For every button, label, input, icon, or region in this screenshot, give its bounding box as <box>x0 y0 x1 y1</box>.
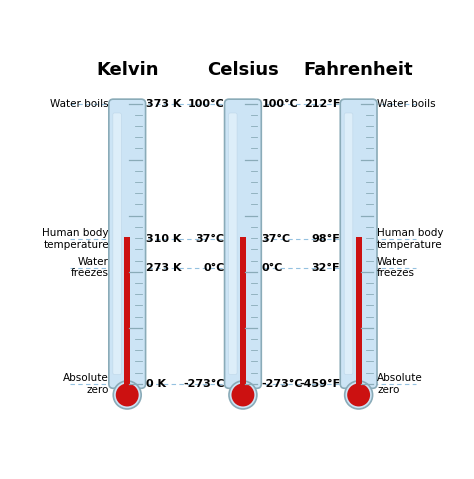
Text: 98°F: 98°F <box>311 234 340 244</box>
Text: Kelvin: Kelvin <box>96 61 158 80</box>
Text: -273°C: -273°C <box>183 379 225 389</box>
Text: -273°C: -273°C <box>261 379 303 389</box>
Text: Human body
temperature: Human body temperature <box>377 228 444 250</box>
Text: 212°F: 212°F <box>304 99 340 109</box>
Text: Water boils: Water boils <box>50 99 109 109</box>
Text: 37°C: 37°C <box>195 234 225 244</box>
Text: 0°C: 0°C <box>203 262 225 273</box>
Text: Water
freezes: Water freezes <box>377 257 415 278</box>
FancyBboxPatch shape <box>225 99 261 388</box>
Circle shape <box>345 381 373 409</box>
Text: Water
freezes: Water freezes <box>71 257 109 278</box>
Bar <box>124 237 130 386</box>
Bar <box>240 237 246 386</box>
Text: Fahrenheit: Fahrenheit <box>304 61 413 80</box>
Circle shape <box>229 381 257 409</box>
FancyBboxPatch shape <box>113 113 121 375</box>
Circle shape <box>231 384 255 407</box>
Circle shape <box>347 384 370 407</box>
Text: 373 K: 373 K <box>146 99 181 109</box>
Bar <box>356 237 362 386</box>
Text: 100°C: 100°C <box>188 99 225 109</box>
Circle shape <box>113 381 141 409</box>
Text: 32°F: 32°F <box>312 262 340 273</box>
Text: 0 K: 0 K <box>146 379 165 389</box>
FancyBboxPatch shape <box>340 99 377 388</box>
FancyBboxPatch shape <box>228 113 237 375</box>
FancyBboxPatch shape <box>344 113 353 375</box>
Circle shape <box>116 384 139 407</box>
Text: Human body
temperature: Human body temperature <box>42 228 109 250</box>
FancyBboxPatch shape <box>109 99 146 388</box>
Text: Absolute
zero: Absolute zero <box>63 373 109 395</box>
Text: Absolute
zero: Absolute zero <box>377 373 423 395</box>
Text: 310 K: 310 K <box>146 234 181 244</box>
Text: 37°C: 37°C <box>261 234 291 244</box>
Text: 100°C: 100°C <box>261 99 298 109</box>
Text: 0°C: 0°C <box>261 262 283 273</box>
Text: -459°F: -459°F <box>299 379 340 389</box>
Text: Water boils: Water boils <box>377 99 436 109</box>
Text: 273 K: 273 K <box>146 262 181 273</box>
Text: Celsius: Celsius <box>207 61 279 80</box>
